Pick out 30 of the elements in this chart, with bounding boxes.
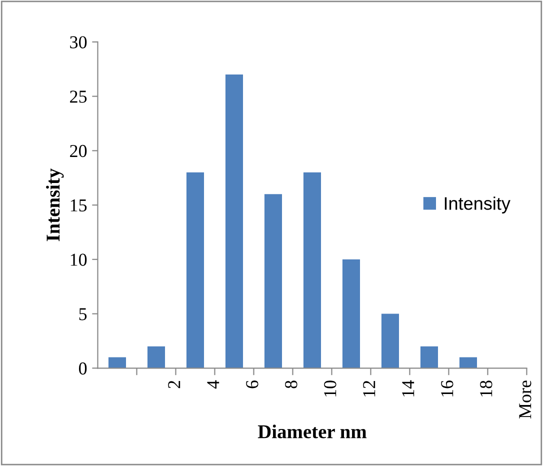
x-tick-label: 14 bbox=[402, 380, 414, 396]
y-tick-label: 20 bbox=[70, 144, 87, 158]
bar bbox=[108, 357, 126, 368]
x-tick-label: 18 bbox=[480, 380, 492, 396]
x-tick-label: 6 bbox=[246, 380, 258, 388]
bar bbox=[303, 172, 321, 368]
bar bbox=[381, 314, 399, 368]
x-tick-label: 12 bbox=[363, 380, 376, 396]
bar bbox=[147, 346, 166, 368]
y-tick-label: 0 bbox=[78, 362, 87, 375]
x-tick-label: 16 bbox=[441, 380, 454, 396]
bar bbox=[342, 259, 360, 368]
bar bbox=[186, 172, 204, 368]
y-tick-label: 30 bbox=[70, 36, 87, 48]
y-axis-title: Intensity bbox=[46, 168, 64, 242]
bar bbox=[459, 357, 477, 368]
x-tick-label: 4 bbox=[207, 380, 220, 389]
x-tick-label: 10 bbox=[324, 380, 336, 396]
bar bbox=[264, 194, 282, 368]
bar bbox=[420, 346, 438, 368]
bar bbox=[225, 74, 244, 368]
y-tick-label: 25 bbox=[70, 90, 87, 103]
x-tick-label: 2 bbox=[168, 380, 180, 388]
y-tick-label: 10 bbox=[70, 254, 87, 266]
x-tick-label: 8 bbox=[285, 380, 298, 388]
x-tick-label: More bbox=[519, 380, 532, 419]
legend-label: Intensity bbox=[444, 196, 510, 214]
y-tick-label: 5 bbox=[79, 308, 87, 320]
y-tick-label: 15 bbox=[70, 199, 87, 212]
x-axis-title: Diameter nm bbox=[258, 424, 367, 438]
